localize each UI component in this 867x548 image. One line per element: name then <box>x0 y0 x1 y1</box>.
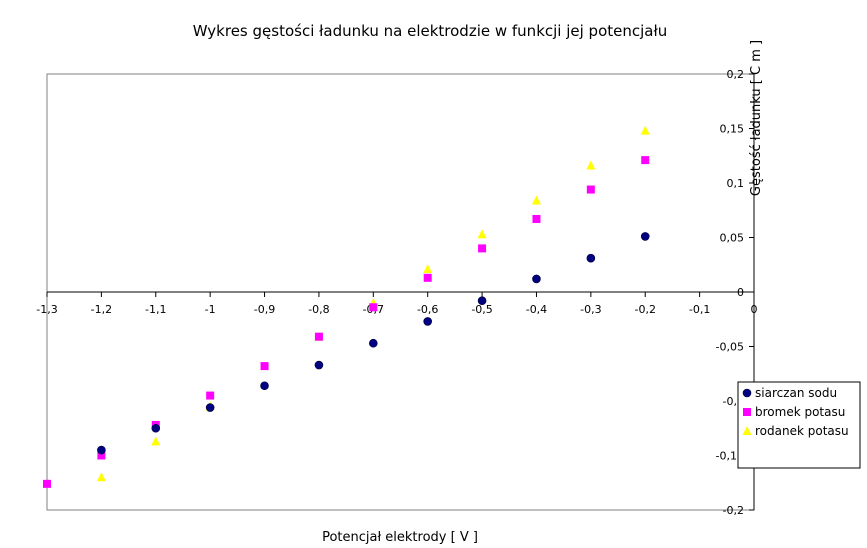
x-tick-label: -0,2 <box>634 303 655 316</box>
square-point <box>423 273 432 282</box>
circle-point <box>314 360 324 370</box>
x-axis: -1,3-1,2-1,1-1-0,9-0,8-0,7-0,6-0,5-0,4-0… <box>36 291 758 316</box>
circle-point <box>586 253 596 263</box>
x-tick-label: -1,3 <box>36 303 57 316</box>
legend-label: siarczan sodu <box>755 386 837 400</box>
y-tick-label: -0,15 <box>716 450 744 463</box>
legend-label: bromek potasu <box>755 405 845 419</box>
x-tick-label: -0,9 <box>254 303 275 316</box>
legend-marker-triangle <box>742 426 752 435</box>
y-tick-label: 0,1 <box>727 177 745 190</box>
triangle-point <box>531 195 541 205</box>
x-tick-label: -0,6 <box>417 303 438 316</box>
y-tick-label: 0,2 <box>727 68 745 81</box>
x-tick-label: -1,1 <box>145 303 166 316</box>
triangle-point <box>423 264 433 274</box>
x-tick-label: -0,4 <box>526 303 547 316</box>
x-tick-label: -0,3 <box>580 303 601 316</box>
square-point <box>532 214 541 223</box>
legend-box <box>737 381 861 469</box>
x-axis-title: Potencjał elektrody [ V ] <box>322 530 478 545</box>
triangle-point <box>151 436 161 446</box>
triangle-point <box>96 472 106 482</box>
x-tick-label: -0,1 <box>689 303 710 316</box>
x-tick-label: -1,2 <box>91 303 112 316</box>
square-point <box>260 362 269 371</box>
square-point <box>206 391 215 400</box>
y-tick-label: 0,15 <box>720 123 745 136</box>
y-tick-label: -0,05 <box>716 341 744 354</box>
legend-label: rodanek potasu <box>755 424 849 438</box>
legend-marker-circle <box>742 388 752 398</box>
circle-point <box>151 423 161 433</box>
square-point <box>314 332 323 341</box>
square-point <box>97 451 106 460</box>
circle-point <box>640 232 650 241</box>
circle-point <box>423 317 432 326</box>
x-tick-label: -0,8 <box>308 303 329 316</box>
square-point <box>641 156 650 165</box>
circle-point <box>477 296 487 306</box>
x-tick-label: -1 <box>205 303 216 316</box>
y-tick-label: 0,05 <box>720 232 745 245</box>
y-tick-label: 0 <box>737 286 744 299</box>
circle-point <box>205 403 215 412</box>
triangle-point <box>586 160 596 170</box>
circle-point <box>532 274 541 284</box>
circle-point <box>369 338 378 348</box>
square-point <box>586 185 595 194</box>
triangle-point <box>640 125 650 135</box>
square-point <box>478 244 487 253</box>
x-tick-label: -0,5 <box>471 303 492 316</box>
y-tick-label: -0,2 <box>723 504 744 517</box>
circle-point <box>260 381 269 391</box>
legend-marker-square <box>743 408 751 416</box>
chart-title: Wykres gęstości ładunku na elektrodzie w… <box>193 22 668 40</box>
square-point <box>369 303 378 312</box>
data-points <box>43 125 650 488</box>
square-point <box>43 479 51 488</box>
triangle-point <box>477 229 487 239</box>
y-axis-title: Gęstość ładunku [ C m ] <box>749 40 764 196</box>
legend: siarczan sodu bromek potasu rodanek potasu <box>737 381 861 469</box>
circle-point <box>97 445 106 455</box>
